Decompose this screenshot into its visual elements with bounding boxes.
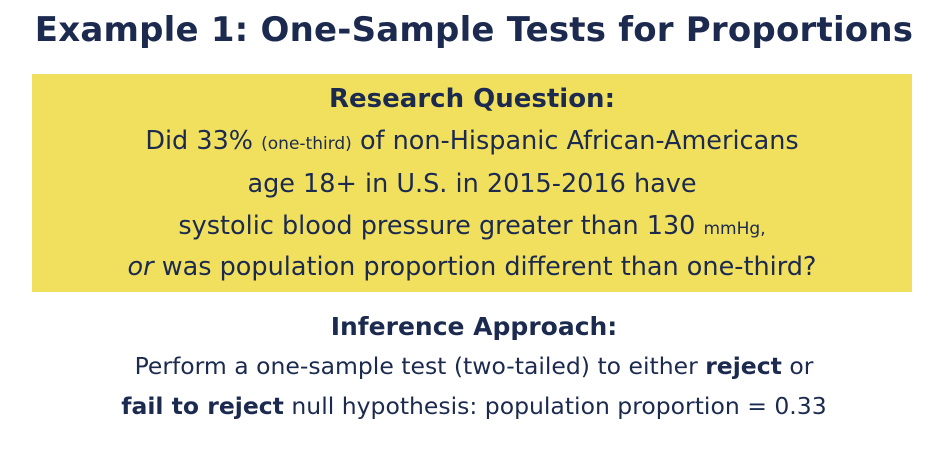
research-question-line-1: Did 33% (one-third) of non-Hispanic Afri… <box>32 126 912 156</box>
inference-line-1: Perform a one-sample test (two-tailed) t… <box>0 352 948 380</box>
rq-line-1-part-b: of non-Hispanic African-Americans <box>359 126 799 156</box>
inference-line-2-rest: null hypothesis: population proportion =… <box>291 392 827 420</box>
inference-reject-text: reject <box>705 352 782 380</box>
inference-line-2: fail to reject null hypothesis: populati… <box>0 392 948 420</box>
rq-line-1-part-a: Did 33% <box>145 126 254 156</box>
research-question-line-2: age 18+ in U.S. in 2015-2016 have <box>247 169 697 199</box>
rq-line-3-part-a: systolic blood pressure greater than 130 <box>178 211 696 241</box>
research-question-line-4: or was population proportion different t… <box>32 252 912 282</box>
rq-line-4-italic: or <box>127 252 154 282</box>
rq-line-4-rest: was population proportion different than… <box>161 252 817 282</box>
rq-line-3-unit: mmHg, <box>703 219 766 239</box>
slide-title: Example 1: One-Sample Tests for Proporti… <box>34 10 914 50</box>
research-question-line-3: systolic blood pressure greater than 130… <box>32 211 912 241</box>
inference-line-1-part-b: or <box>789 352 814 380</box>
inference-approach-heading: Inference Approach: <box>330 312 618 341</box>
research-question-box: Research Question: Did 33% (one-third) o… <box>32 74 912 292</box>
rq-line-1-small-text: (one-third) <box>261 134 352 154</box>
inference-line-1-part-a: Perform a one-sample test (two-tailed) t… <box>134 352 698 380</box>
research-question-heading: Research Question: <box>329 84 615 114</box>
inference-fail-to-reject-text: fail to reject <box>121 392 284 420</box>
